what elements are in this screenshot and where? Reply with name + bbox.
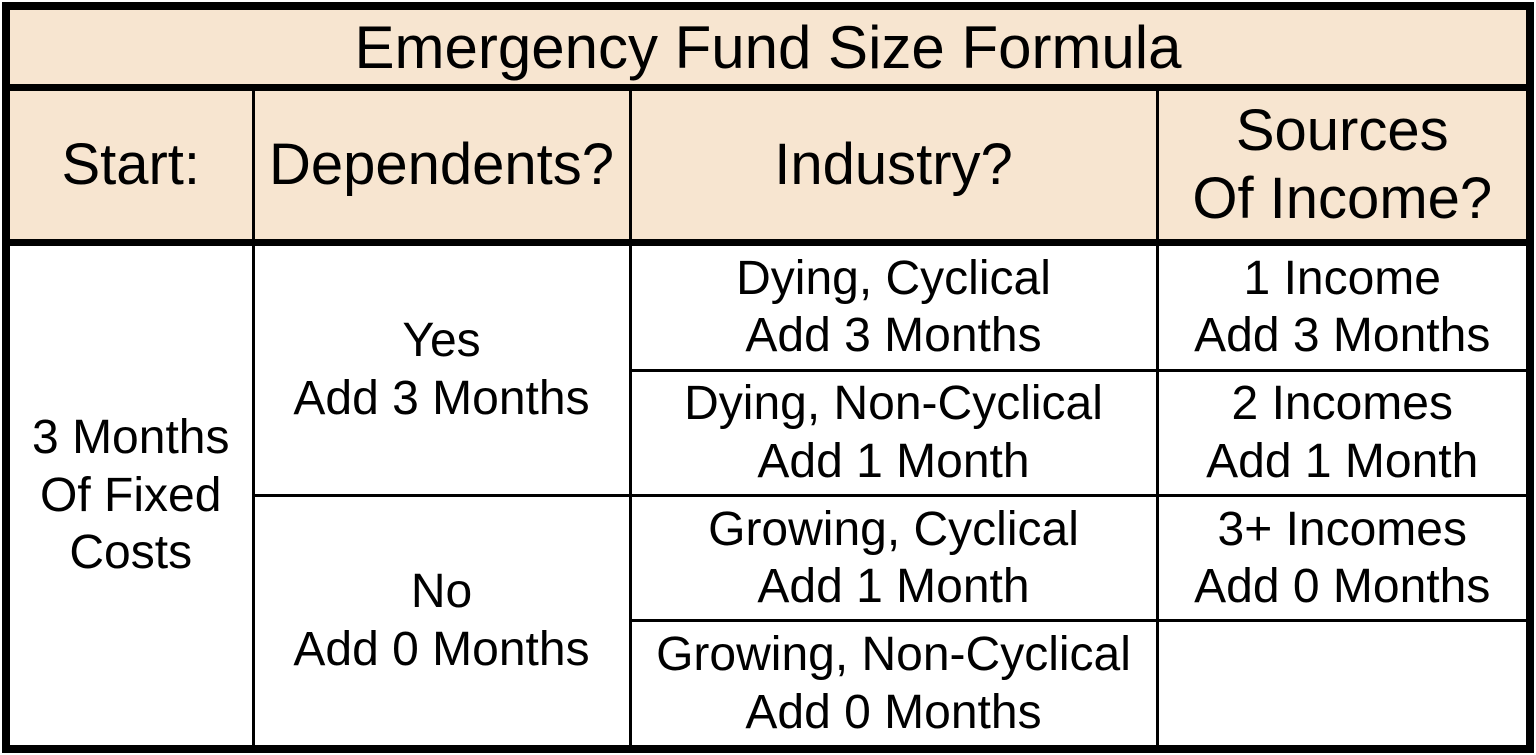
cell-industry-dying-noncyclical: Dying, Non-Cyclical Add 1 Month bbox=[628, 368, 1159, 497]
body-row-3: No Add 0 Months Growing, Cyclical Add 1 … bbox=[6, 493, 1532, 751]
cell-income-3: 3+ Incomes Add 0 Months bbox=[1155, 493, 1532, 623]
cell-industry-dying-cyclical: Dying, Cyclical Add 3 Months bbox=[628, 241, 1159, 372]
column-header-start: Start: bbox=[4, 86, 255, 246]
body-row-2: Dying, Non-Cyclical Add 1 Month 2 Income… bbox=[6, 368, 1532, 497]
title-row: Emergency Fund Size Formula bbox=[4, 4, 1532, 91]
cell-industry-growing-cyclical: Growing, Cyclical Add 1 Month bbox=[628, 493, 1159, 623]
cell-income-2-line1: 2 Incomes bbox=[1231, 377, 1453, 431]
column-header-income-line1: Sources bbox=[1235, 97, 1449, 163]
cell-dependents-yes-line1: Yes bbox=[402, 314, 481, 368]
cell-dependents-no-line2: Add 0 Months bbox=[293, 622, 590, 676]
cell-industry-dying-noncyclical-line2: Add 1 Month bbox=[757, 434, 1030, 488]
cell-income-3-line2: Add 0 Months bbox=[1194, 560, 1491, 614]
cell-start-line1: 3 Months bbox=[32, 411, 230, 465]
cell-income-1: 1 Income Add 3 Months bbox=[1155, 241, 1532, 372]
cell-industry-growing-cyclical-line1: Growing, Cyclical bbox=[708, 502, 1079, 556]
cell-start-base: 3 Months Of Fixed Costs bbox=[4, 241, 255, 751]
cell-industry-growing-noncyclical: Growing, Non-Cyclical Add 0 Months bbox=[628, 619, 1159, 751]
cell-start-line3: Costs bbox=[69, 526, 193, 580]
column-header-income-line2: Of Income? bbox=[1192, 166, 1493, 231]
cell-industry-growing-cyclical-line2: Add 1 Month bbox=[757, 560, 1030, 614]
cell-income-2: 2 Incomes Add 1 Month bbox=[1155, 368, 1532, 497]
cell-industry-dying-cyclical-line1: Dying, Cyclical bbox=[736, 251, 1051, 305]
body-row-4: Growing, Non-Cyclical Add 0 Months bbox=[6, 619, 1532, 751]
cell-income-1-line2: Add 3 Months bbox=[1194, 309, 1491, 363]
cell-industry-dying-noncyclical-line1: Dying, Non-Cyclical bbox=[684, 377, 1103, 431]
column-header-income: Sources Of Income? bbox=[1155, 86, 1532, 246]
cell-dependents-no: No Add 0 Months bbox=[251, 493, 632, 751]
cell-dependents-yes-line2: Add 3 Months bbox=[293, 371, 590, 425]
cell-dependents-yes: Yes Add 3 Months bbox=[251, 241, 632, 497]
table-title: Emergency Fund Size Formula bbox=[4, 4, 1532, 91]
cell-industry-growing-noncyclical-line1: Growing, Non-Cyclical bbox=[656, 628, 1131, 682]
cell-income-empty bbox=[1155, 619, 1532, 751]
column-header-dependents: Dependents? bbox=[251, 86, 632, 246]
cell-income-2-line2: Add 1 Month bbox=[1206, 434, 1479, 488]
column-header-industry: Industry? bbox=[628, 86, 1159, 246]
cell-start-line2: Of Fixed bbox=[40, 468, 222, 522]
header-row: Start: Dependents? Industry? Sources Of … bbox=[4, 86, 1532, 246]
cell-industry-growing-noncyclical-line2: Add 0 Months bbox=[745, 685, 1042, 739]
body-row-1: 3 Months Of Fixed Costs Yes Add 3 Months… bbox=[4, 241, 1532, 751]
cell-income-3-line1: 3+ Incomes bbox=[1217, 502, 1467, 556]
cell-income-1-line1: 1 Income bbox=[1243, 251, 1441, 305]
cell-dependents-no-line1: No bbox=[410, 565, 473, 619]
cell-industry-dying-cyclical-line2: Add 3 Months bbox=[745, 309, 1042, 363]
